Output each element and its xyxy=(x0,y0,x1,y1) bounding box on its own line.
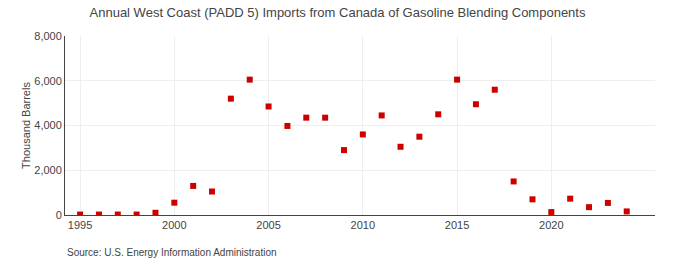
svg-text:Annual West Coast (PADD 5) Imp: Annual West Coast (PADD 5) Imports from … xyxy=(90,5,586,20)
svg-text:1995: 1995 xyxy=(68,219,92,231)
svg-text:2020: 2020 xyxy=(539,219,563,231)
svg-text:2010: 2010 xyxy=(351,219,375,231)
svg-text:Source: U.S. Energy Informatio: Source: U.S. Energy Information Administ… xyxy=(67,247,277,258)
svg-text:4,000: 4,000 xyxy=(34,119,62,131)
svg-text:6,000: 6,000 xyxy=(34,75,62,87)
svg-text:2,000: 2,000 xyxy=(34,164,62,176)
svg-text:2005: 2005 xyxy=(256,219,280,231)
svg-text:2015: 2015 xyxy=(445,219,469,231)
svg-text:8,000: 8,000 xyxy=(34,30,62,42)
svg-text:2000: 2000 xyxy=(162,219,186,231)
svg-text:Thousand Barrels: Thousand Barrels xyxy=(20,82,32,169)
svg-text:0: 0 xyxy=(56,209,62,221)
